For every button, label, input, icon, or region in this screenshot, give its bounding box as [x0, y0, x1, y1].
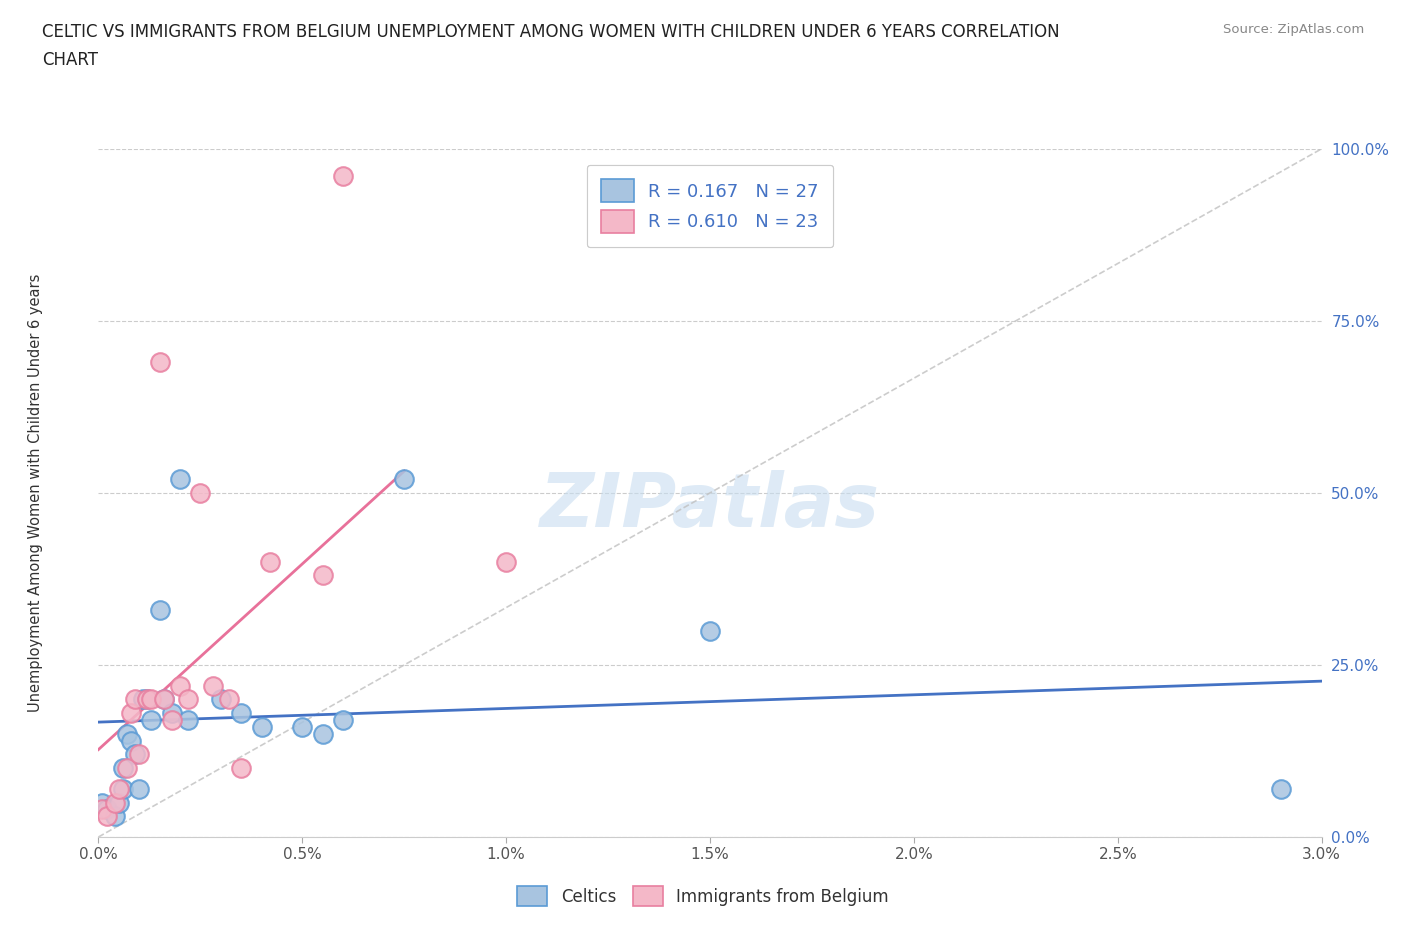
Point: [218, 692, 240, 707]
Point: [201, 678, 224, 693]
Point: [91, 795, 114, 810]
Point: [699, 623, 721, 638]
Point: [229, 761, 253, 776]
Point: [250, 720, 273, 735]
Point: [495, 554, 517, 569]
Point: [132, 692, 155, 707]
Point: [128, 781, 150, 796]
Point: [291, 720, 314, 735]
Point: [160, 706, 183, 721]
Point: [111, 781, 134, 796]
Point: [141, 692, 163, 707]
Point: [169, 678, 191, 693]
Point: [104, 809, 127, 824]
Point: [152, 692, 174, 707]
Legend: R = 0.167   N = 27, R = 0.610   N = 23: R = 0.167 N = 27, R = 0.610 N = 23: [586, 165, 834, 247]
Point: [111, 761, 134, 776]
Point: [91, 802, 114, 817]
Point: [124, 692, 146, 707]
Point: [120, 733, 142, 748]
Point: [209, 692, 232, 707]
Point: [311, 726, 335, 741]
Point: [115, 726, 138, 741]
Point: [332, 712, 354, 727]
Text: CHART: CHART: [42, 51, 98, 69]
Point: [188, 485, 211, 500]
Point: [332, 169, 354, 184]
Point: [115, 761, 138, 776]
Text: Source: ZipAtlas.com: Source: ZipAtlas.com: [1223, 23, 1364, 36]
Point: [120, 706, 142, 721]
Point: [149, 354, 172, 369]
Point: [136, 692, 159, 707]
Point: [229, 706, 253, 721]
Text: CELTIC VS IMMIGRANTS FROM BELGIUM UNEMPLOYMENT AMONG WOMEN WITH CHILDREN UNDER 6: CELTIC VS IMMIGRANTS FROM BELGIUM UNEMPL…: [42, 23, 1060, 41]
Point: [1270, 781, 1292, 796]
Point: [392, 472, 416, 486]
Legend: Celtics, Immigrants from Belgium: Celtics, Immigrants from Belgium: [510, 880, 896, 912]
Point: [152, 692, 174, 707]
Point: [169, 472, 191, 486]
Text: ZIPatlas: ZIPatlas: [540, 471, 880, 543]
Point: [149, 603, 172, 618]
Point: [177, 712, 200, 727]
Point: [96, 809, 118, 824]
Point: [311, 568, 335, 583]
Point: [124, 747, 146, 762]
Point: [108, 795, 131, 810]
Point: [141, 712, 163, 727]
Point: [177, 692, 200, 707]
Point: [128, 747, 150, 762]
Point: [259, 554, 281, 569]
Text: Unemployment Among Women with Children Under 6 years: Unemployment Among Women with Children U…: [28, 273, 42, 712]
Point: [108, 781, 131, 796]
Point: [136, 692, 159, 707]
Point: [160, 712, 183, 727]
Point: [96, 802, 118, 817]
Point: [104, 795, 127, 810]
